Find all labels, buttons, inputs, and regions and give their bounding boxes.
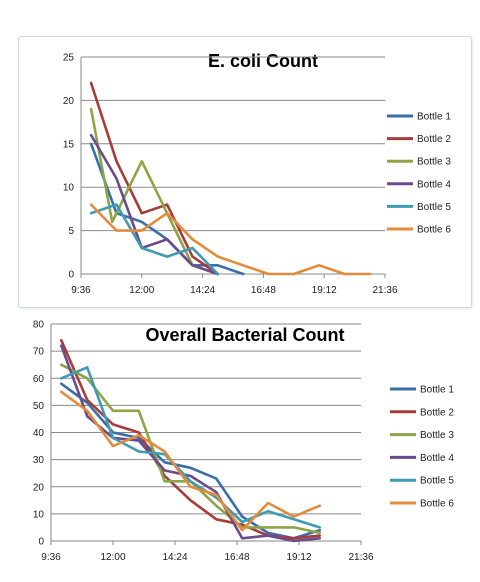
x-tick-label: 14:24: [190, 285, 215, 296]
x-tick-label: 19:12: [286, 552, 311, 563]
legend-label-bottle-6: Bottle 6: [420, 499, 454, 510]
series-line-bottle-4: [59, 344, 322, 543]
y-tick-label: 50: [33, 401, 45, 412]
legend-label-bottle-2: Bottle 2: [417, 134, 451, 145]
series-line-bottle-3: [89, 107, 220, 276]
x-tick-label: 12:00: [129, 285, 154, 296]
y-tick-label: 25: [63, 53, 75, 64]
ecoli-chart-panel: E. coli Count 0 5 10 15 20 25 9:36 12:00 14:24 16…: [18, 36, 472, 308]
series-line-bottle-1: [89, 142, 245, 276]
x-tick-label: 9:36: [41, 552, 61, 563]
series-line-bottle-4: [89, 133, 220, 276]
legend-label-bottle-5: Bottle 5: [417, 202, 451, 213]
chart-title: Overall Bacterial Count: [145, 325, 344, 345]
y-tick-label: 60: [33, 374, 45, 385]
legend-label-bottle-4: Bottle 4: [417, 179, 451, 190]
overall-chart-panel: Overall Bacterial Count 0 10 20 30 40 50 60 70 8…: [0, 312, 480, 582]
y-tick-label: 10: [63, 183, 75, 194]
x-tick-label: 16:48: [224, 552, 249, 563]
x-tick-label: 9:36: [71, 285, 91, 296]
y-tick-label: 80: [33, 320, 45, 331]
y-tick-label: 15: [63, 139, 75, 150]
y-tick-label: 0: [38, 537, 44, 548]
chart-title: E. coli Count: [208, 51, 318, 71]
x-tick-label: 16:48: [251, 285, 276, 296]
series-line-bottle-5: [59, 366, 322, 529]
y-tick-label: 20: [63, 96, 75, 107]
overall-chart: Overall Bacterial Count 0 10 20 30 40 50 60 70 8…: [33, 320, 454, 564]
legend-label-bottle-3: Bottle 3: [417, 157, 451, 168]
series-line-bottle-2: [89, 81, 220, 276]
legend-label-bottle-2: Bottle 2: [420, 407, 454, 418]
series-line-bottle-1: [59, 382, 322, 540]
legend-label-bottle-6: Bottle 6: [417, 225, 451, 236]
y-tick-label: 40: [33, 428, 45, 439]
legend-label-bottle-5: Bottle 5: [420, 476, 454, 487]
y-tick-label: 5: [68, 226, 74, 237]
series-line-bottle-5: [89, 203, 220, 276]
ecoli-chart: E. coli Count 0 5 10 15 20 25 9:36 12:00 14:24 16…: [63, 51, 451, 296]
series-line-bottle-6: [89, 203, 372, 276]
series-line-bottle-3: [59, 363, 322, 535]
y-tick-label: 10: [33, 509, 45, 520]
x-tick-label: 12:00: [100, 552, 125, 563]
x-tick-label: 21:36: [348, 552, 373, 563]
y-tick-label: 30: [33, 455, 45, 466]
x-tick-label: 19:12: [312, 285, 337, 296]
y-tick-label: 20: [33, 482, 45, 493]
x-tick-label: 21:36: [372, 285, 397, 296]
x-tick-label: 14:24: [162, 552, 187, 563]
legend-label-bottle-3: Bottle 3: [420, 430, 454, 441]
series-line-bottle-6: [59, 390, 322, 532]
legend-label-bottle-1: Bottle 1: [417, 112, 451, 123]
y-tick-label: 0: [68, 270, 74, 281]
legend-label-bottle-1: Bottle 1: [420, 385, 454, 396]
y-tick-label: 70: [33, 347, 45, 358]
legend-label-bottle-4: Bottle 4: [420, 453, 454, 464]
